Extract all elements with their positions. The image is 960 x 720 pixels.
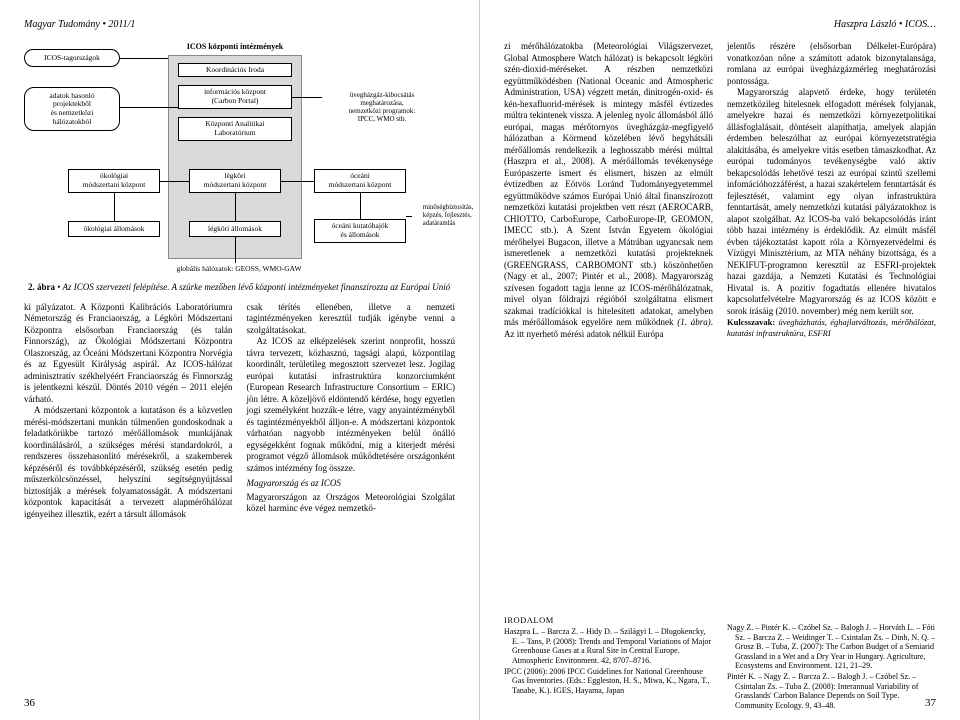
keywords: Kulcsszavak: üvegházhatás, éghajlatválto… xyxy=(727,317,936,338)
right-page: Haszpra László • ICOS… zi mérőhálózatokb… xyxy=(480,0,960,720)
box-adatok: adatok hasonló projektekből és nemzetköz… xyxy=(24,87,120,131)
right-p2: jelentős részére (elsősorban Délkelet-Eu… xyxy=(727,41,936,87)
refs-col2: Nagy Z. – Pintér K. – Czóbel Sz. – Balog… xyxy=(727,609,936,711)
references-row: IRODALOM Haszpra L. – Barcza Z. – Hidy D… xyxy=(504,609,936,711)
left-p3: csak térítés ellenében, illetve a nemzet… xyxy=(247,302,456,337)
box-analitikai: Központi Analitikai Laboratórium xyxy=(178,117,292,141)
line1 xyxy=(120,58,168,59)
box-tagorszagok: ICOS-tagországok xyxy=(24,49,120,67)
box-minoseg: minőségbiztosítás, képzés, fejlesztés, a… xyxy=(412,201,484,231)
ref-4: Pintér K. – Nagy Z. – Barcza Z. – Balogh… xyxy=(727,672,936,710)
ref-1: Haszpra L. – Barcza Z. – Hidy D. – Szilá… xyxy=(504,627,713,665)
line5 xyxy=(235,193,236,221)
pagenum-right: 37 xyxy=(925,696,936,710)
box-koord: Koordinációs Iroda xyxy=(178,63,292,77)
line6 xyxy=(360,193,361,219)
figure-caption: 2. ábra • Az ICOS szervezeti felépítése.… xyxy=(24,282,455,294)
right-body-columns: zi mérőhálózatokba (Meteorológiai Világs… xyxy=(504,41,936,601)
caption-number: 2. ábra xyxy=(28,282,55,292)
icos-diagram: ICOS központi intézmények ICOS-tagország… xyxy=(24,41,456,276)
line2 xyxy=(120,107,178,108)
running-header-right: Haszpra László • ICOS… xyxy=(504,18,936,31)
ref-3: Nagy Z. – Pintér K. – Czóbel Sz. – Balog… xyxy=(727,623,936,671)
box-oceani-mod: óceáni módszertani központ xyxy=(314,169,406,193)
box-oceani-all: óceáni kutatóhajók és állomások xyxy=(314,219,406,243)
pagenum-left: 36 xyxy=(24,696,35,710)
line10 xyxy=(406,216,412,217)
right-p3: Magyarország alapvető érdeke, hogy terül… xyxy=(727,87,936,317)
box-globalis: globális hálózatok: GEOSS, WMO-GAW xyxy=(154,263,324,275)
line3 xyxy=(292,97,322,98)
left-p5: Magyarországon az Országos Meteorológiai… xyxy=(247,492,456,515)
left-body-columns: ki pályázatot. A Központi Kalibrációs La… xyxy=(24,302,455,521)
box-legkori-mod: légköri módszertani központ xyxy=(189,169,281,193)
box-legkori-all: légköri állomások xyxy=(189,221,281,237)
running-header-left: Magyar Tudomány • 2011/1 xyxy=(24,18,455,31)
line7 xyxy=(235,237,236,263)
left-p4: Az ICOS az elképzelések szerint nonprofi… xyxy=(247,336,456,474)
refs-heading: IRODALOM xyxy=(504,615,713,625)
line9 xyxy=(281,181,314,182)
left-section-heading: Magyarország és az ICOS xyxy=(247,478,456,490)
box-uveghaz: üvegházgáz-kibocsátás meghatározása, nem… xyxy=(322,85,442,129)
diagram-title: ICOS központi intézmények xyxy=(168,41,302,53)
left-p1: ki pályázatot. A Központi Kalibrációs La… xyxy=(24,302,233,406)
caption-text: • Az ICOS szervezeti felépítése. A szürk… xyxy=(55,282,450,292)
right-p1: zi mérőhálózatokba (Meteorológiai Világs… xyxy=(504,41,713,340)
box-okol-mod: ökológiai módszertani központ xyxy=(68,169,160,193)
box-infokozpont: információs központ (Carbon Portal) xyxy=(178,85,292,109)
line8 xyxy=(160,181,189,182)
line4 xyxy=(114,193,115,221)
refs-col1: IRODALOM Haszpra L. – Barcza Z. – Hidy D… xyxy=(504,609,713,711)
ref-2: IPCC (2006): 2006 IPCC Guidelines for Na… xyxy=(504,667,713,696)
left-page: Magyar Tudomány • 2011/1 ICOS központi i… xyxy=(0,0,480,720)
left-p2: A módszertani központok a kutatáson és a… xyxy=(24,405,233,520)
box-okol-all: ökológiai állomások xyxy=(68,221,160,237)
